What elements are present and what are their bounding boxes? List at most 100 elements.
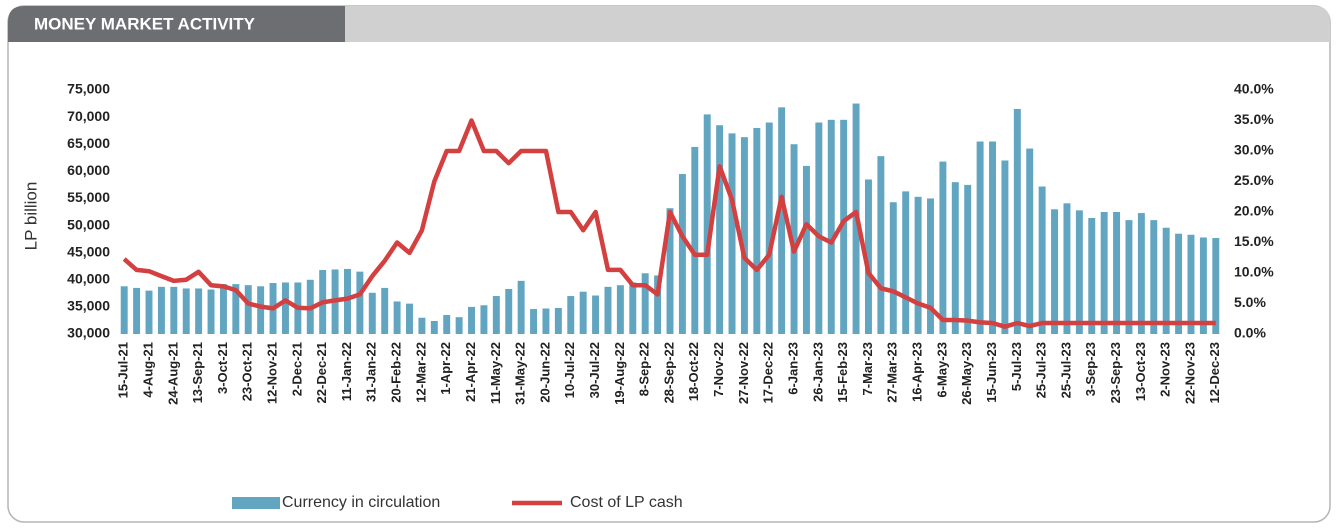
y2-tick-label: 10.0% bbox=[1234, 264, 1274, 280]
bar bbox=[356, 271, 364, 334]
legend-label: Cost of LP cash bbox=[570, 494, 683, 511]
x-tick-label: 12-Nov-21 bbox=[264, 342, 279, 404]
bar bbox=[1038, 186, 1046, 334]
bar bbox=[666, 208, 674, 334]
bar bbox=[1162, 227, 1170, 334]
bar bbox=[542, 308, 550, 334]
bar bbox=[964, 184, 972, 334]
bar bbox=[914, 196, 922, 334]
x-tick-label: 28-Sep-22 bbox=[661, 342, 676, 403]
y2-tick-label: 25.0% bbox=[1234, 172, 1274, 188]
x-tick-label: 11-May-22 bbox=[488, 342, 503, 404]
bar bbox=[244, 285, 252, 334]
bar bbox=[877, 156, 885, 334]
bar bbox=[641, 273, 649, 334]
bar bbox=[1063, 203, 1071, 334]
x-tick-label: 4-Aug-21 bbox=[140, 342, 155, 398]
bar bbox=[455, 317, 463, 334]
bar bbox=[703, 114, 711, 335]
bar bbox=[1013, 108, 1021, 334]
x-tick-label: 27-Mar-23 bbox=[885, 342, 900, 403]
bar bbox=[492, 296, 500, 334]
bar bbox=[1199, 237, 1207, 334]
bar bbox=[207, 289, 215, 334]
x-tick-label: 11-Jan-22 bbox=[339, 342, 354, 401]
header-tab bbox=[8, 6, 345, 42]
bar bbox=[1088, 217, 1096, 334]
x-tick-label: 27-Nov-22 bbox=[736, 342, 751, 404]
bar bbox=[281, 282, 289, 334]
x-tick-label: 26-Jan-23 bbox=[810, 342, 825, 402]
x-tick-label: 23-Sep-23 bbox=[1108, 342, 1123, 403]
bar bbox=[939, 161, 947, 334]
bar bbox=[344, 268, 351, 334]
x-tick-label: 21-Apr-22 bbox=[463, 342, 478, 402]
chart-title: MONEY MARKET ACTIVITY bbox=[34, 14, 256, 33]
x-tick-label: 3-Sep-23 bbox=[1083, 342, 1098, 396]
y-tick-label: 70,000 bbox=[67, 108, 110, 124]
y-axis-title: LP billion bbox=[21, 182, 40, 251]
bar bbox=[1113, 212, 1121, 334]
x-tick-label: 10-Jul-22 bbox=[562, 342, 577, 398]
x-tick-label: 13-Oct-23 bbox=[1133, 342, 1148, 401]
bar bbox=[1001, 160, 1009, 334]
x-tick-label: 20-Feb-22 bbox=[389, 342, 404, 403]
x-tick-label: 19-Aug-22 bbox=[612, 342, 627, 405]
y-tick-label: 60,000 bbox=[67, 162, 110, 178]
bar bbox=[802, 165, 810, 334]
bar bbox=[133, 287, 141, 334]
bar bbox=[1026, 148, 1034, 334]
x-tick-label: 18-Oct-22 bbox=[686, 342, 701, 401]
bar bbox=[182, 288, 190, 334]
bar bbox=[765, 122, 773, 335]
y2-tick-label: 15.0% bbox=[1234, 233, 1274, 249]
y-tick-label: 65,000 bbox=[67, 135, 110, 151]
y2-tick-label: 5.0% bbox=[1234, 294, 1266, 310]
x-tick-label: 12-Dec-23 bbox=[1207, 342, 1222, 403]
bar bbox=[691, 146, 699, 334]
bar bbox=[406, 303, 413, 334]
bar bbox=[1137, 213, 1145, 334]
bar bbox=[567, 296, 575, 334]
bar bbox=[902, 191, 910, 334]
y-tick-label: 50,000 bbox=[67, 216, 110, 232]
legend-swatch bbox=[232, 497, 280, 509]
x-tick-label: 25-Jul-23 bbox=[1034, 342, 1049, 398]
bar bbox=[219, 284, 227, 334]
y-tick-label: 30,000 bbox=[67, 325, 110, 341]
bar bbox=[827, 119, 835, 334]
y-tick-label: 75,000 bbox=[67, 81, 110, 97]
y2-tick-label: 40.0% bbox=[1234, 81, 1274, 97]
x-tick-label: 6-Jan-23 bbox=[785, 342, 800, 395]
bar bbox=[554, 307, 562, 334]
bar bbox=[368, 292, 376, 334]
x-tick-label: 22-Nov-23 bbox=[1182, 342, 1197, 404]
bar bbox=[889, 202, 897, 334]
bar bbox=[505, 288, 513, 334]
bar bbox=[1100, 212, 1108, 334]
bar bbox=[927, 198, 934, 334]
bar bbox=[443, 315, 451, 334]
bar bbox=[1150, 220, 1158, 334]
y-tick-label: 40,000 bbox=[67, 270, 110, 286]
bar bbox=[530, 309, 538, 334]
bar bbox=[864, 179, 872, 334]
bar bbox=[951, 182, 959, 334]
x-tick-label: 15-Feb-23 bbox=[835, 342, 850, 403]
x-tick-label: 8-Sep-22 bbox=[637, 342, 652, 396]
x-tick-label: 24-Aug-21 bbox=[165, 342, 180, 405]
bar bbox=[1175, 233, 1183, 334]
x-tick-label: 13-Sep-21 bbox=[190, 342, 205, 403]
x-tick-label: 31-May-22 bbox=[513, 342, 528, 405]
x-tick-label: 25-Jul-23 bbox=[1058, 342, 1073, 398]
x-tick-label: 15-Jun-23 bbox=[984, 342, 999, 403]
bar bbox=[1075, 210, 1083, 334]
bar bbox=[790, 144, 798, 334]
bar bbox=[616, 285, 624, 334]
bar bbox=[418, 317, 426, 334]
bar bbox=[480, 305, 488, 334]
y-tick-label: 35,000 bbox=[67, 298, 110, 314]
bar bbox=[170, 286, 178, 334]
x-tick-label: 2-Dec-21 bbox=[289, 342, 304, 396]
